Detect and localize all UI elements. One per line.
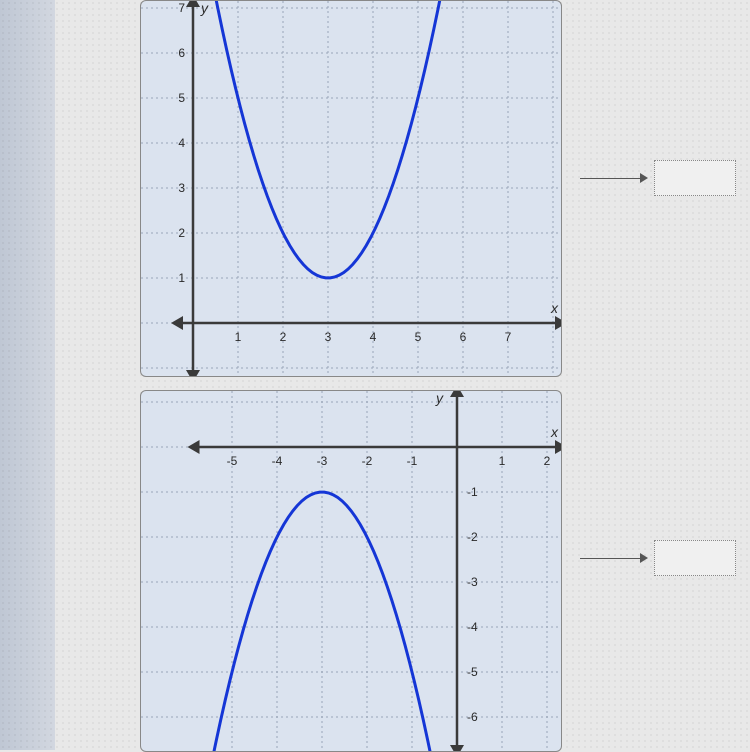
svg-text:y: y: [435, 391, 444, 406]
svg-text:5: 5: [178, 91, 185, 105]
chart1-grid: [141, 1, 561, 376]
chart2-grid: [141, 391, 561, 751]
svg-text:x: x: [550, 300, 559, 316]
arrow-line: [580, 178, 640, 179]
svg-text:1: 1: [178, 271, 185, 285]
svg-text:7: 7: [505, 330, 512, 344]
match-arrow-2: [580, 540, 736, 576]
svg-text:-5: -5: [227, 454, 238, 468]
svg-text:y: y: [200, 1, 209, 16]
chart2-axes: [188, 391, 562, 751]
svg-text:3: 3: [178, 181, 185, 195]
answer-dropzone-1[interactable]: [654, 160, 736, 196]
svg-text:5: 5: [415, 330, 422, 344]
svg-text:4: 4: [370, 330, 377, 344]
svg-text:-2: -2: [362, 454, 373, 468]
svg-text:6: 6: [178, 46, 185, 60]
page-left-margin: [0, 0, 55, 750]
chart2-panel: -5 -4 -3 -2 -1 1 2 -1 -2 -3 -4 -5 -6 x y: [140, 390, 562, 752]
svg-text:2: 2: [544, 454, 551, 468]
svg-text:-3: -3: [317, 454, 328, 468]
svg-text:-1: -1: [467, 485, 478, 499]
svg-text:1: 1: [235, 330, 242, 344]
svg-text:-4: -4: [272, 454, 283, 468]
chart1-tick-labels: 1 2 3 4 5 6 7 1 2 3 4 5 6 7 x y: [178, 1, 559, 344]
svg-text:-3: -3: [467, 575, 478, 589]
chart2-svg: -5 -4 -3 -2 -1 1 2 -1 -2 -3 -4 -5 -6 x y: [141, 391, 561, 751]
chart1-panel: 1 2 3 4 5 6 7 1 2 3 4 5 6 7 x y: [140, 0, 562, 377]
svg-text:-1: -1: [407, 454, 418, 468]
match-arrow-1: [580, 160, 736, 196]
svg-text:2: 2: [178, 226, 185, 240]
svg-text:x: x: [550, 424, 559, 440]
svg-text:-6: -6: [467, 710, 478, 724]
svg-text:-4: -4: [467, 620, 478, 634]
answer-dropzone-2[interactable]: [654, 540, 736, 576]
svg-text:1: 1: [499, 454, 506, 468]
svg-text:3: 3: [325, 330, 332, 344]
chart1-svg: 1 2 3 4 5 6 7 1 2 3 4 5 6 7 x y: [141, 1, 561, 376]
arrow-head-icon: [640, 173, 648, 183]
svg-text:4: 4: [178, 136, 185, 150]
arrow-head-icon: [640, 553, 648, 563]
svg-text:2: 2: [280, 330, 287, 344]
svg-text:7: 7: [178, 1, 185, 15]
svg-text:-5: -5: [467, 665, 478, 679]
arrow-line: [580, 558, 640, 559]
svg-text:-2: -2: [467, 530, 478, 544]
svg-text:6: 6: [460, 330, 467, 344]
